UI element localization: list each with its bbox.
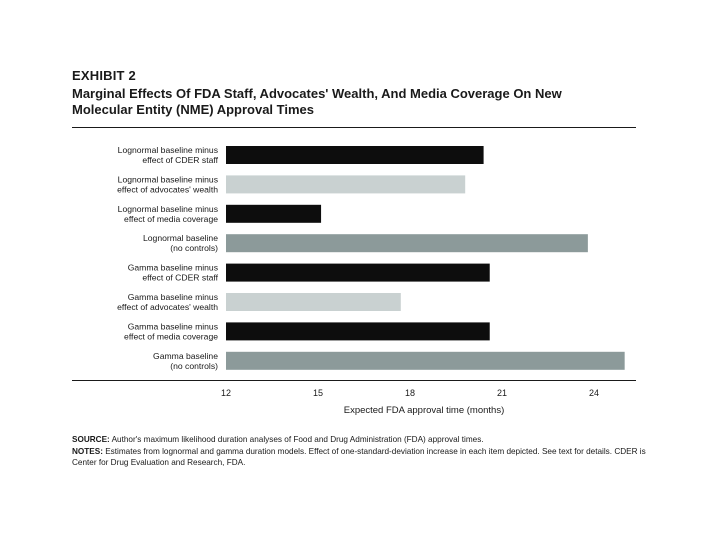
category-label-2-line-1: Lognormal baseline minus [118, 174, 218, 184]
notes-label: NOTES: [72, 446, 103, 456]
x-tick-label-1: 12 [221, 388, 231, 398]
category-label-1: Lognormal baseline minus effect of CDER s… [118, 145, 219, 165]
chart-title-line-2: Molecular Entity (NME) Approval Times [72, 102, 314, 117]
category-label-5-line-1: Gamma baseline minus [128, 263, 218, 273]
bar-8 [226, 351, 625, 370]
x-axis-label: Expected FDA approval time (months) [344, 405, 505, 416]
notes-note: NOTES: Estimates from lognormal and gamm… [72, 446, 672, 469]
category-label-3-line-1: Lognormal baseline minus [118, 204, 218, 214]
x-tick-label-3: 18 [405, 388, 415, 398]
bar-5 [226, 263, 490, 282]
category-label-7: Gamma baseline minus effect of media cove… [124, 321, 218, 341]
chart-title: Marginal Effects Of FDA Staff, Advocates… [72, 86, 672, 118]
source-text: Author's maximum likelihood duration ana… [109, 435, 484, 444]
bar-2 [226, 175, 466, 194]
category-label-8: Gamma baseline (no controls) [153, 351, 218, 371]
category-label-7-line-1: Gamma baseline minus [128, 321, 218, 331]
category-label-6-line-2: effect of advocates' wealth [117, 302, 218, 312]
category-label-2-line-2: effect of advocates' wealth [117, 184, 218, 194]
category-label-6: Gamma baseline minus effect of advocates'… [117, 292, 218, 312]
category-label-6-line-1: Gamma baseline minus [128, 292, 218, 302]
category-label-8-line-2: (no controls) [170, 361, 218, 371]
bar-6 [226, 293, 401, 311]
bar-1 [226, 146, 484, 164]
source-note: SOURCE: Author's maximum likelihood dura… [72, 434, 672, 446]
bar-7 [226, 322, 490, 341]
category-label-1-line-2: effect of CDER staff [142, 155, 218, 165]
chart-title-line-1: Marginal Effects Of FDA Staff, Advocates… [72, 86, 562, 101]
category-label-7-line-2: effect of media coverage [124, 331, 218, 341]
category-label-5-line-2: effect of CDER staff [142, 273, 218, 283]
category-label-4: Lognormal baseline (no controls) [143, 233, 218, 253]
category-label-3-line-2: effect of media coverage [124, 214, 218, 224]
bar-4 [226, 234, 588, 253]
top-rule [72, 127, 636, 128]
x-tick-label-2: 15 [313, 388, 323, 398]
category-label-4-line-2: (no controls) [170, 243, 218, 253]
category-label-1-line-1: Lognormal baseline minus [118, 145, 218, 155]
source-label: SOURCE: [72, 435, 110, 444]
exhibit-label: EXHIBIT 2 [72, 68, 136, 83]
bottom-rule [72, 380, 636, 381]
x-tick-label-5: 24 [589, 388, 599, 398]
category-label-5: Gamma baseline minus effect of CDER staff [128, 263, 219, 283]
category-label-8-line-1: Gamma baseline [153, 351, 218, 361]
notes-text: Estimates from lognormal and gamma durat… [72, 446, 646, 468]
category-label-2: Lognormal baseline minus effect of advoca… [117, 174, 218, 194]
notes-block: SOURCE: Author's maximum likelihood dura… [72, 434, 672, 469]
bar-3 [226, 204, 322, 223]
category-label-4-line-1: Lognormal baseline [143, 233, 218, 243]
x-tick-label-4: 21 [497, 388, 507, 398]
category-label-3: Lognormal baseline minus effect of media … [118, 204, 219, 224]
